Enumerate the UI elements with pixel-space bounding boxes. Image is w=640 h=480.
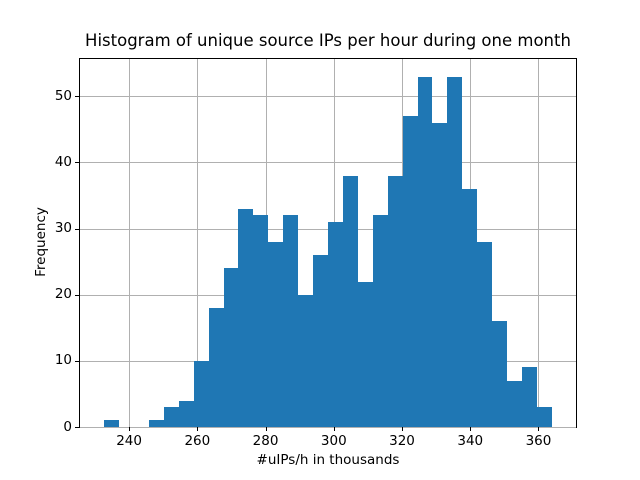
x-tick	[266, 427, 267, 431]
histogram-bar	[149, 420, 164, 427]
y-tick-label: 50	[54, 87, 72, 104]
histogram-bar	[522, 367, 537, 427]
x-tick	[470, 427, 471, 431]
histogram-bar	[328, 222, 343, 427]
histogram-bar	[104, 420, 119, 427]
y-tick-label: 0	[63, 418, 72, 435]
y-tick	[75, 229, 79, 230]
x-tick-label: 360	[525, 433, 552, 449]
x-gridline	[538, 59, 539, 427]
histogram-bar	[238, 208, 253, 427]
histogram-bar	[373, 215, 388, 427]
y-tick	[75, 96, 79, 97]
histogram-bar	[507, 380, 522, 427]
x-axis-label: #uIPs/h in thousands	[256, 452, 400, 468]
histogram-bar	[477, 241, 492, 427]
histogram-bar	[194, 360, 209, 427]
x-tick-label: 340	[457, 433, 484, 449]
chart-title: Histogram of unique source IPs per hour …	[85, 31, 571, 50]
y-axis-label: Frequency	[33, 207, 49, 277]
x-tick	[402, 427, 403, 431]
histogram-bar	[313, 255, 328, 427]
histogram-bar	[432, 122, 447, 427]
y-gridline	[80, 96, 576, 97]
x-gridline	[197, 59, 198, 427]
x-tick-label: 320	[389, 433, 415, 449]
plot-area	[79, 58, 577, 428]
y-tick-label: 30	[54, 220, 72, 237]
histogram-bar	[253, 215, 268, 427]
histogram-bar	[209, 307, 224, 427]
y-tick-label: 20	[54, 286, 72, 303]
x-tick	[129, 427, 130, 431]
histogram-bar	[358, 281, 373, 427]
x-tick-label: 240	[116, 433, 142, 449]
x-tick	[197, 427, 198, 431]
y-gridline	[80, 427, 576, 428]
histogram-bar	[403, 116, 418, 427]
y-tick	[75, 427, 79, 428]
histogram-bar	[462, 188, 477, 427]
histogram-bar	[492, 321, 507, 427]
histogram-bar	[268, 241, 283, 427]
x-tick-label: 260	[184, 433, 211, 449]
y-tick	[75, 361, 79, 362]
y-tick-label: 10	[54, 352, 72, 369]
histogram-bar	[418, 76, 432, 427]
histogram-bar	[283, 215, 298, 427]
histogram-bar	[298, 294, 313, 427]
y-tick	[75, 162, 79, 163]
histogram-bar	[388, 175, 403, 427]
x-tick-label: 300	[320, 433, 347, 449]
histogram-bar	[164, 407, 179, 427]
x-tick	[538, 427, 539, 431]
histogram-bar	[224, 268, 238, 427]
y-gridline	[80, 162, 576, 163]
x-tick-label: 280	[252, 433, 279, 449]
x-gridline	[129, 59, 130, 427]
x-tick	[334, 427, 335, 431]
y-tick-label: 40	[54, 153, 72, 170]
histogram-bar	[537, 407, 552, 427]
histogram-bar	[179, 400, 194, 427]
y-tick	[75, 295, 79, 296]
histogram-bar	[343, 175, 358, 427]
histogram-bar	[447, 76, 462, 427]
